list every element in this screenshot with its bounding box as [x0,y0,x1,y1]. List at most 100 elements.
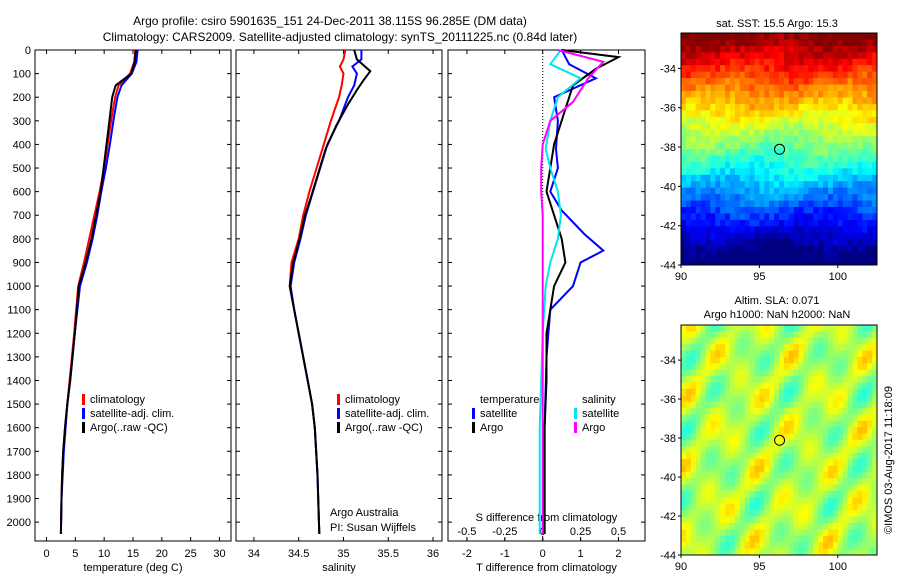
map-cell [749,478,755,486]
map-cell [842,207,848,214]
map-cell [847,129,853,137]
map-cell [739,535,746,543]
map-cell [681,491,687,498]
map-cell [803,459,809,466]
map-cell [788,129,795,137]
map-cell [788,356,795,364]
map-cell [788,523,795,530]
map-cell [842,452,848,460]
map-cell [808,350,814,358]
map-cell [734,149,741,156]
map-cell [798,142,804,150]
map-cell [695,142,701,150]
map-cell [774,226,780,234]
map-cell [823,440,829,447]
map-cell [695,52,701,60]
map-cell [867,200,873,208]
map-cell [710,142,716,150]
map-cell [705,465,711,473]
map-cell [764,331,770,339]
map-cell [710,350,716,358]
map-cell [774,110,780,118]
map-cell [715,465,721,473]
map-cell [852,245,858,253]
map-cell [690,45,697,53]
map-cell [710,395,716,403]
map-cell [803,136,809,143]
x-top-tick-label: -0.5 [457,526,476,538]
map-cell [818,136,824,143]
map-cell [857,535,863,543]
map-cell [793,155,799,163]
map-cell [695,523,701,530]
map-cell [847,97,853,105]
map-cell [862,161,868,169]
map-cell [793,516,799,524]
map-cell [813,39,819,47]
y-tick-label: 1300 [7,352,31,364]
map-cell [779,110,785,118]
map-cell [818,440,824,447]
map-cell [690,356,697,364]
map-cell [774,58,780,66]
map-cell [793,71,799,79]
map-cell [774,356,780,364]
map-cell [710,103,716,111]
map-cell [695,484,701,492]
map-cell [725,239,731,247]
map-cell [681,408,687,415]
map-cell [705,142,711,150]
map-cell [744,491,750,498]
map-cell [828,542,834,550]
map-cell [769,497,775,505]
map-cell [769,129,775,137]
credit-line2: PI: Susan Wijffels [330,522,416,534]
map-cell [681,142,687,150]
map-cell [769,548,775,556]
map-cell [872,440,878,447]
map-cell [774,491,780,498]
map-cell [818,149,824,156]
map-cell [730,325,736,332]
map-cell [798,529,804,537]
map-cell [710,542,716,550]
map-cell [832,433,839,441]
map-cell [828,58,834,66]
map-cell [764,45,770,53]
map-cell [744,478,750,486]
map-cell [759,110,765,118]
map-cell [857,376,863,383]
map-cell [754,232,760,240]
map-cell [872,181,878,189]
map-cell [690,484,697,492]
map-cell [852,116,858,124]
map-cell [803,52,809,60]
map-cell [715,433,721,441]
map-cell [813,239,819,247]
map-cell [823,395,829,403]
map-cell [730,376,736,383]
map-cell [734,97,741,105]
map-cell [818,388,824,396]
map-cell [725,52,731,60]
map-cell [681,376,687,383]
map-cell [681,427,687,435]
map-cell [710,181,716,189]
map-cell [847,325,853,332]
map-cell [685,142,692,150]
map-cell [695,103,701,111]
map-cell [779,350,785,358]
map-cell [803,200,809,208]
map-cell [813,420,819,428]
map-cell [837,484,844,492]
map-cell [764,245,770,253]
map-cell [867,136,873,143]
map-cell [832,523,839,530]
map-cell [779,207,785,214]
map-cell [774,91,780,98]
map-cell [867,356,873,364]
map-cell [725,535,731,543]
map-cell [754,401,760,409]
map-cell [842,395,848,403]
map-cell [725,110,731,118]
